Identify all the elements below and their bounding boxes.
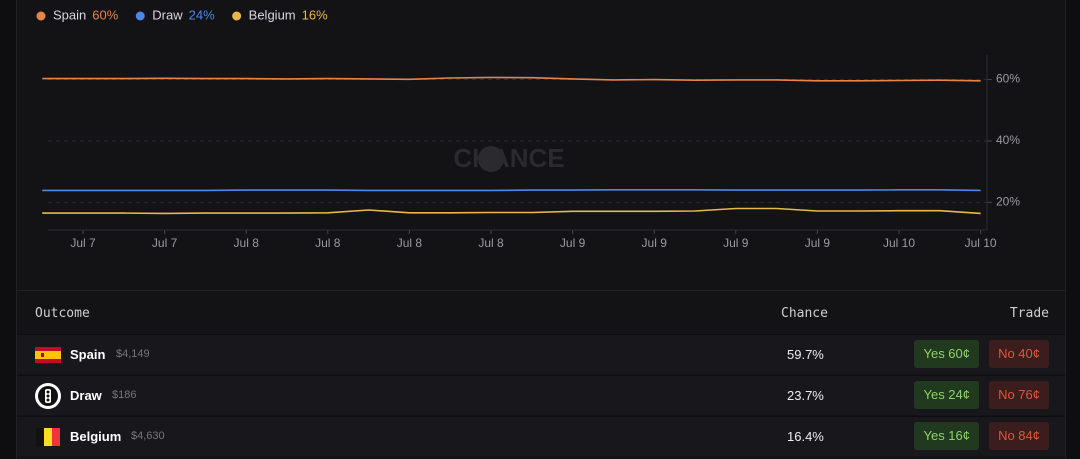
x-tick-label: Jul 8 <box>315 236 341 250</box>
table-header: Outcome Chance Trade <box>17 290 1065 334</box>
header: Outcome <box>35 306 90 321</box>
outcome-name: Belgium <box>70 429 122 444</box>
x-tick-label: Jul 9 <box>723 236 749 250</box>
legend-dot <box>36 11 46 21</box>
yes-button[interactable]: Yes 16¢ <box>914 422 979 450</box>
yes-button[interactable]: Yes 60¢ <box>914 340 979 368</box>
watermark-icon <box>478 146 504 172</box>
chance: 16.4% <box>787 429 824 444</box>
legend-name: Draw <box>152 7 183 22</box>
outcome-row[interactable]: Belgium $4,630 16.4% Yes 16¢ No 84¢ <box>17 416 1065 456</box>
chance: 59.7% <box>787 347 824 362</box>
flag <box>36 428 60 446</box>
outcome-row[interactable]: Spain $4,149 59.7% Yes 60¢ No 40¢ <box>17 334 1065 374</box>
x-tick-label: Jul 8 <box>397 236 423 250</box>
header: Trade <box>1009 306 1049 321</box>
x-tick-label: Jul 7 <box>152 236 178 250</box>
no-button[interactable]: No 76¢ <box>989 381 1049 409</box>
no-button[interactable]: No 40¢ <box>989 340 1049 368</box>
flag <box>35 347 61 363</box>
header: Chance <box>781 306 828 321</box>
flag <box>35 383 61 409</box>
x-tick-label: Jul 9 <box>805 236 831 250</box>
x-tick-label: Jul 10 <box>965 236 997 250</box>
volume: $4,630 <box>131 430 165 442</box>
series-line <box>42 76 981 82</box>
legend-value: 60% <box>92 7 118 22</box>
legend-dot <box>232 11 242 21</box>
series-line <box>42 189 981 192</box>
outcome-name: Spain <box>70 347 106 362</box>
watermark: CHANCE <box>453 143 564 173</box>
x-tick-label: Jul 9 <box>560 236 586 250</box>
series-line <box>42 207 981 215</box>
panel: CHANCE 20% 40% 60% Jul 7 Jul 7 Jul 8 Jul 8 Jul 8… <box>16 0 1066 459</box>
legend-name: Belgium <box>249 7 296 22</box>
y-tick-label: 40% <box>996 133 1020 147</box>
legend-value: 16% <box>302 7 328 22</box>
outcome-name: Draw <box>70 388 102 403</box>
x-tick-label: Jul 10 <box>883 236 915 250</box>
outcome-row[interactable]: Draw $186 23.7% Yes 24¢ No 76¢ <box>17 375 1065 415</box>
x-tick-label: Jul 8 <box>478 236 504 250</box>
volume: $186 <box>112 389 137 401</box>
x-tick-label: Jul 7 <box>70 236 96 250</box>
no-button[interactable]: No 84¢ <box>989 422 1049 450</box>
yes-button[interactable]: Yes 24¢ <box>914 381 979 409</box>
legend-dot <box>135 11 145 21</box>
y-tick-label: 60% <box>996 72 1020 86</box>
legend-value: 24% <box>189 7 215 22</box>
legend-name: Spain <box>53 7 86 22</box>
chance: 23.7% <box>787 388 824 403</box>
chart: CHANCE 20% 40% 60% Jul 7 Jul 7 Jul 8 Jul 8 Jul 8… <box>36 7 1020 250</box>
x-tick-label: Jul 8 <box>234 236 260 250</box>
y-tick-label: 20% <box>996 195 1020 209</box>
x-tick-label: Jul 9 <box>642 236 668 250</box>
volume: $4,149 <box>116 348 150 360</box>
